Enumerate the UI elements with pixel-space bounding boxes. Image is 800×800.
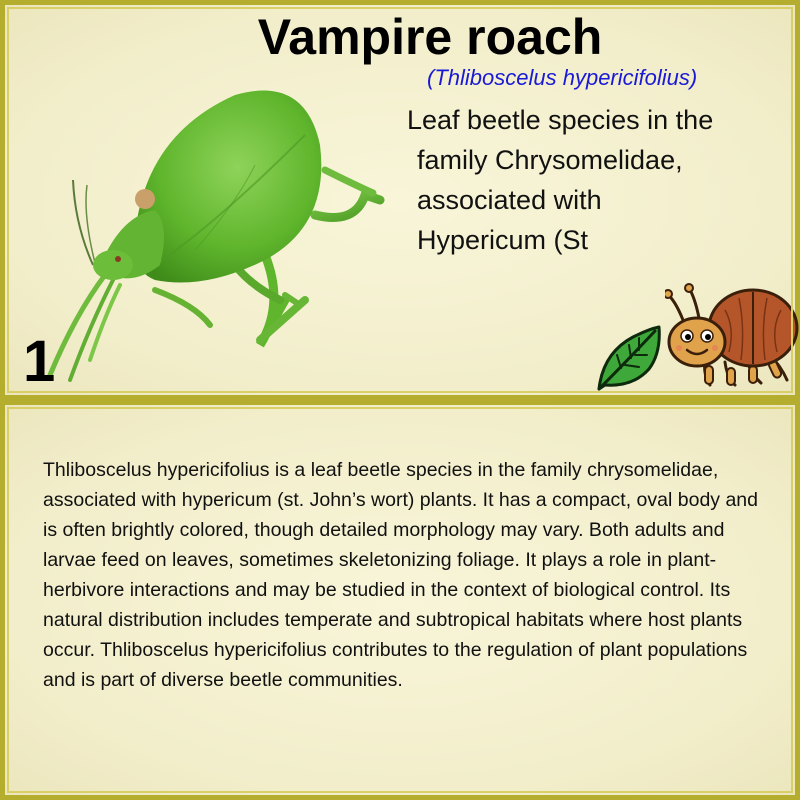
scientific-name: (Thliboscelus hypericifolius) xyxy=(427,65,698,90)
card-description-panel: Thliboscelus hypericifolius is a leaf be… xyxy=(0,400,800,800)
subtitle-line: family Chrysomelidae, xyxy=(417,145,683,175)
insect-illustration xyxy=(47,90,385,382)
card-header-panel: Vampire roach (Thliboscelus hypericifoli… xyxy=(0,0,800,400)
leaf-icon xyxy=(597,325,661,391)
beetle-icon xyxy=(665,283,799,387)
card-subtitle: Leaf beetle species in the family Chryso… xyxy=(407,100,787,260)
subtitle-line: Leaf beetle species in the xyxy=(407,105,714,135)
card-title: Vampire roach xyxy=(257,9,603,65)
subtitle-line: associated with xyxy=(417,185,602,215)
card-number: 1 xyxy=(23,329,56,394)
subtitle-line: Hypericum (St xyxy=(417,225,589,255)
card-description: Thliboscelus hypericifolius is a leaf be… xyxy=(43,459,758,691)
